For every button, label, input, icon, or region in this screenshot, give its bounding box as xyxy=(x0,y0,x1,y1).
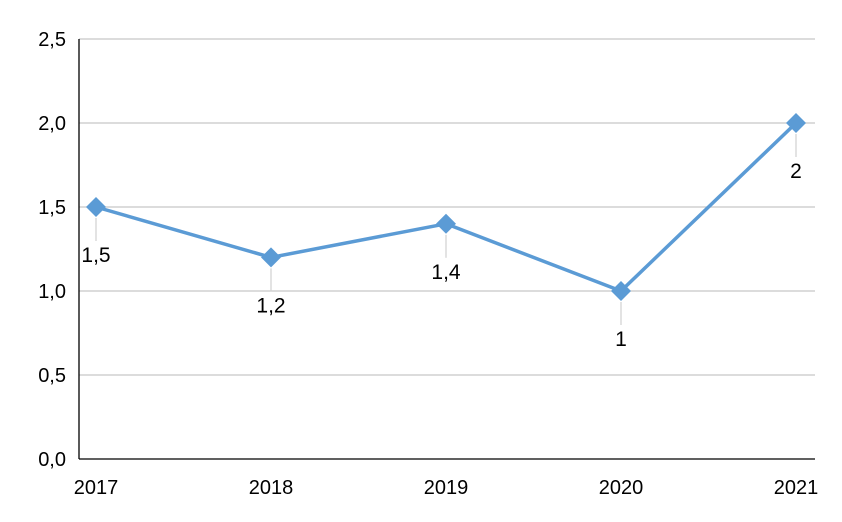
data-label: 1,4 xyxy=(431,261,461,284)
y-tick-label: 1,0 xyxy=(38,281,66,303)
x-tick-label: 2021 xyxy=(774,477,819,499)
x-tick-label: 2019 xyxy=(424,477,469,499)
y-axis-tick-labels: 0,0 0,5 1,0 1,5 2,0 2,5 xyxy=(38,29,66,471)
y-tick-label: 2,5 xyxy=(38,29,66,51)
y-tick-label: 1,5 xyxy=(38,197,66,219)
data-point-marker xyxy=(436,213,456,234)
series-group xyxy=(86,113,806,301)
x-axis-tick-labels: 2017 2018 2019 2020 2021 xyxy=(74,477,819,499)
data-label: 2 xyxy=(790,160,802,183)
data-label: 1 xyxy=(615,328,627,351)
axes xyxy=(78,39,815,460)
data-point-marker xyxy=(261,247,281,268)
data-point-marker xyxy=(86,197,106,217)
y-tick-label: 2,0 xyxy=(38,113,66,135)
data-label: 1,5 xyxy=(81,244,110,267)
data-point-marker xyxy=(611,281,631,301)
data-label: 1,2 xyxy=(256,294,285,317)
x-tick-label: 2017 xyxy=(74,477,119,499)
y-tick-label: 0,5 xyxy=(38,365,66,387)
data-point-marker xyxy=(786,113,806,133)
gridlines xyxy=(79,38,815,376)
x-tick-label: 2020 xyxy=(599,477,644,499)
data-label-leader-lines xyxy=(95,134,797,325)
data-labels: 1,5 1,2 1,4 1 2 xyxy=(81,160,801,351)
y-tick-label: 0,0 xyxy=(38,449,66,471)
x-tick-label: 2018 xyxy=(249,477,294,499)
